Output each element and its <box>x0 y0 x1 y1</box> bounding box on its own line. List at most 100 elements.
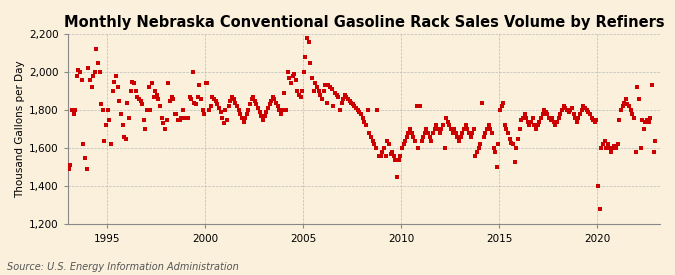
Point <box>554 116 564 120</box>
Point <box>633 97 644 101</box>
Point <box>650 138 661 143</box>
Point <box>281 108 292 112</box>
Point <box>382 138 393 143</box>
Point <box>202 81 213 86</box>
Point <box>578 104 589 109</box>
Point <box>74 70 85 74</box>
Point <box>128 81 139 86</box>
Point <box>273 104 284 109</box>
Point <box>534 119 545 124</box>
Point <box>267 95 278 99</box>
Point <box>473 146 484 150</box>
Point <box>550 123 561 128</box>
Point <box>616 108 626 112</box>
Point <box>320 83 331 87</box>
Point <box>111 74 122 78</box>
Point <box>313 89 324 93</box>
Point <box>211 98 221 103</box>
Point <box>145 108 156 112</box>
Point <box>99 138 110 143</box>
Point <box>388 154 399 158</box>
Point <box>225 98 236 103</box>
Point <box>496 104 507 109</box>
Point <box>161 117 172 122</box>
Point <box>466 131 477 135</box>
Point <box>190 102 201 107</box>
Point <box>601 146 612 150</box>
Point <box>421 127 432 131</box>
Point <box>439 146 450 150</box>
Point <box>542 112 553 116</box>
Point <box>331 93 342 97</box>
Point <box>157 116 167 120</box>
Point <box>104 117 115 122</box>
Point <box>178 108 188 112</box>
Point <box>539 108 549 112</box>
Point <box>493 142 504 147</box>
Point <box>383 142 394 147</box>
Point <box>625 108 636 112</box>
Point <box>648 150 659 154</box>
Point <box>86 85 97 89</box>
Point <box>460 123 471 128</box>
Point <box>531 127 541 131</box>
Point <box>411 104 422 109</box>
Point <box>279 91 290 95</box>
Point <box>227 95 238 99</box>
Point <box>540 110 551 114</box>
Point <box>97 108 108 112</box>
Point <box>325 85 335 89</box>
Point <box>366 135 377 139</box>
Point <box>266 98 277 103</box>
Point <box>488 146 499 150</box>
Point <box>462 127 472 131</box>
Point <box>76 78 87 82</box>
Point <box>243 108 254 112</box>
Point <box>611 146 622 150</box>
Point <box>394 158 404 162</box>
Point <box>431 123 441 128</box>
Point <box>333 95 344 99</box>
Point <box>109 79 119 84</box>
Point <box>642 117 653 122</box>
Point <box>166 95 177 99</box>
Point <box>122 100 133 105</box>
Point <box>155 104 165 109</box>
Point <box>78 142 88 147</box>
Point <box>151 93 162 97</box>
Point <box>566 106 577 111</box>
Point <box>180 116 190 120</box>
Point <box>233 108 244 112</box>
Point <box>568 112 579 116</box>
Point <box>563 110 574 114</box>
Point <box>416 138 427 143</box>
Point <box>181 116 192 120</box>
Point <box>359 119 370 124</box>
Point <box>306 76 317 80</box>
Point <box>259 114 270 118</box>
Point <box>286 81 296 86</box>
Point <box>504 136 515 141</box>
Point <box>343 97 354 101</box>
Point <box>167 97 178 101</box>
Title: Monthly Nebraska Conventional Gasoline Rack Sales Volume by Refiners: Monthly Nebraska Conventional Gasoline R… <box>63 15 664 30</box>
Text: Source: U.S. Energy Information Administration: Source: U.S. Energy Information Administ… <box>7 262 238 272</box>
Point <box>89 70 100 74</box>
Point <box>219 121 230 126</box>
Point <box>459 127 470 131</box>
Point <box>186 97 196 101</box>
Point <box>545 117 556 122</box>
Point <box>158 121 169 126</box>
Point <box>269 97 280 101</box>
Point <box>153 97 164 101</box>
Point <box>173 117 184 122</box>
Point <box>362 108 373 112</box>
Point <box>619 100 630 105</box>
Point <box>520 116 531 120</box>
Point <box>506 140 517 145</box>
Point <box>452 135 463 139</box>
Point <box>436 127 447 131</box>
Point <box>192 95 203 99</box>
Point <box>238 119 249 124</box>
Point <box>498 100 509 105</box>
